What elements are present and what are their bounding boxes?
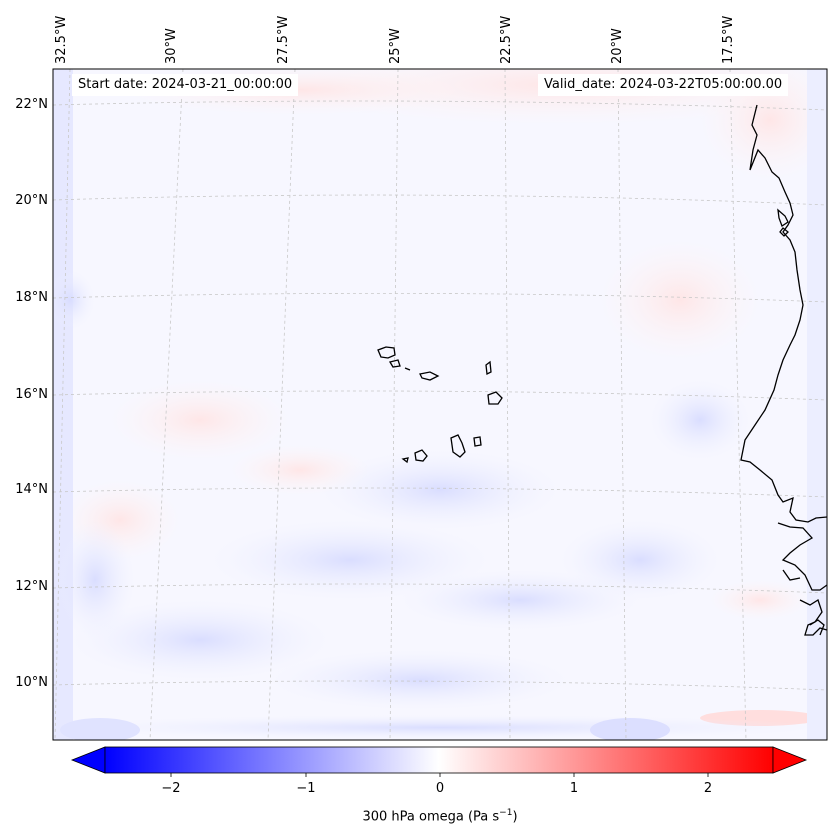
colorbar-tick-label: −2 — [161, 781, 181, 796]
colorbar-tick-label: 2 — [703, 781, 713, 796]
omega-field — [53, 69, 827, 740]
colorbar-title: 300 hPa omega (Pa s−1) — [290, 808, 590, 824]
lon-label: 30°W — [164, 28, 179, 64]
colorbar-tick-label: −1 — [296, 781, 316, 796]
map-frame — [52, 68, 828, 741]
colorbar-tick-label: 0 — [435, 781, 445, 796]
lat-label: 14°N — [15, 482, 48, 497]
lon-label: 27.5°W — [276, 15, 291, 64]
lat-label: 16°N — [15, 387, 48, 402]
start-date-label: Start date: 2024-03-21_00:00:00 — [72, 74, 299, 96]
lat-label: 18°N — [15, 290, 48, 305]
coastline — [377, 104, 827, 636]
lon-label: 17.5°W — [721, 15, 736, 64]
lon-label: 25°W — [388, 28, 403, 64]
lat-label: 10°N — [15, 675, 48, 690]
valid-date-label: Valid_date: 2024-03-22T05:00:00.00 — [538, 74, 789, 96]
lon-label: 22.5°W — [499, 15, 514, 64]
graticule — [53, 69, 827, 740]
lat-label: 22°N — [15, 97, 48, 112]
colorbar-max-extend — [772, 746, 808, 774]
colorbar-title-text: 300 hPa omega (Pa s — [362, 809, 500, 825]
lat-label: 20°N — [15, 193, 48, 208]
colorbar-body — [104, 746, 774, 774]
santo-antao — [377, 346, 396, 359]
colorbar-ticks — [170, 773, 709, 777]
colorbar — [70, 746, 808, 777]
lon-label: 20°W — [610, 28, 625, 64]
lat-label: 12°N — [15, 579, 48, 594]
colorbar-title-exponent: −1 — [499, 808, 513, 818]
colorbar-title-close: ) — [512, 809, 518, 825]
lon-label: 32.5°W — [54, 15, 69, 64]
colorbar-tick-label: 1 — [569, 781, 579, 796]
colorbar-min-extend — [70, 746, 106, 774]
